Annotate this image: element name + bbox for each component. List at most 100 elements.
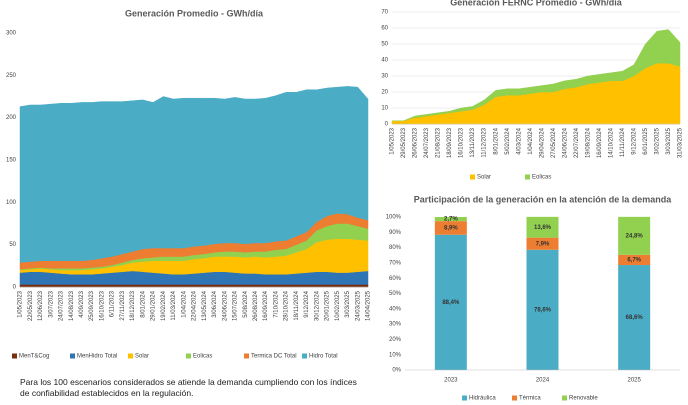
- legend-swatch: [302, 353, 307, 359]
- value-label: 68,6%: [626, 315, 644, 321]
- x-tick-label: 1/05/2023: [390, 127, 396, 154]
- x-tick-label: 16/09/2024: [597, 127, 603, 158]
- legend-swatch: [562, 395, 567, 401]
- legend-label: MenT&Cog: [19, 354, 49, 360]
- value-label: 13,6%: [534, 225, 552, 231]
- x-tick-label: 22/04/2024: [192, 290, 198, 321]
- y-tick-label: 50%: [389, 291, 402, 297]
- x-tick-label: 26/08/2024: [253, 290, 259, 321]
- y-tick-label: 10: [381, 106, 388, 112]
- x-tick-label: 9/12/2024: [631, 127, 637, 154]
- y-tick-label: 60%: [389, 276, 402, 282]
- x-tick-label: 1/05/2023: [18, 290, 24, 317]
- legend-swatch: [12, 353, 17, 359]
- x-tick-label: 6/11/2023: [110, 290, 116, 317]
- x-tick-label: 29/04/2024: [539, 127, 545, 158]
- legend-label: Renovable: [569, 396, 598, 402]
- x-tick-label: 7/10/2024: [273, 290, 279, 317]
- legend-label: Termica DC Total: [251, 354, 297, 360]
- value-label: 2,7%: [444, 217, 458, 223]
- y-tick-label: 60: [381, 26, 388, 32]
- x-tick-label: 2023: [444, 378, 458, 384]
- bar-segment: [526, 249, 559, 370]
- legend-label: MenHidro Total: [77, 354, 117, 360]
- y-tick-label: 30: [381, 74, 388, 80]
- x-tick-label: 14/08/2023: [69, 290, 75, 321]
- x-tick-label: 9/12/2024: [304, 290, 310, 317]
- y-tick-label: 10%: [389, 352, 402, 358]
- y-tick-label: 0: [385, 122, 389, 128]
- x-tick-label: 19/08/2024: [585, 127, 591, 158]
- x-tick-label: 14/10/2024: [608, 127, 614, 158]
- value-label: 88,4%: [442, 300, 460, 306]
- x-tick-label: 8/01/2024: [140, 290, 146, 317]
- x-tick-label: 2025: [627, 378, 641, 384]
- x-tick-label: 16/10/2023: [99, 290, 105, 321]
- bar-segment: [526, 237, 559, 250]
- y-tick-label: 100%: [386, 215, 402, 221]
- x-tick-label: 22/07/2024: [574, 127, 580, 158]
- x-tick-label: 5/02/2024: [505, 127, 511, 154]
- legend-swatch: [512, 395, 517, 401]
- x-tick-label: 27/05/2024: [551, 127, 557, 158]
- x-tick-label: 1/04/2024: [528, 127, 534, 154]
- value-label: 24,8%: [626, 233, 644, 239]
- chart-title: Generación Promedio - GWh/día: [125, 8, 264, 18]
- chart-title: Generación FERNC Promedio - GWh/día: [450, 0, 623, 7]
- y-tick-label: 150: [6, 158, 17, 164]
- legend-swatch: [462, 395, 467, 401]
- legend-label: Eolicas: [532, 175, 551, 181]
- value-label: 6,7%: [627, 257, 641, 263]
- legend-swatch: [186, 353, 191, 359]
- y-tick-label: 0%: [392, 368, 401, 374]
- value-label: 7,9%: [536, 241, 550, 247]
- legend-swatch: [128, 353, 133, 359]
- x-tick-label: 13/11/2023: [470, 127, 476, 157]
- x-tick-label: 3/03/2025: [666, 127, 672, 154]
- x-tick-label: 24/06/2024: [222, 290, 228, 321]
- y-tick-label: 0: [13, 285, 17, 291]
- x-tick-label: 28/10/2024: [284, 290, 290, 321]
- legend-label: Eolicas: [193, 354, 212, 360]
- area: [392, 29, 681, 122]
- y-tick-label: 40%: [389, 306, 402, 312]
- y-tick-label: 20%: [389, 337, 402, 343]
- y-tick-label: 50: [9, 242, 16, 248]
- x-tick-label: 22/05/2023: [28, 290, 34, 321]
- y-tick-label: 250: [6, 73, 17, 79]
- y-tick-label: 200: [6, 115, 17, 121]
- y-tick-label: 300: [6, 31, 17, 37]
- legend-swatch: [70, 353, 75, 359]
- x-tick-label: 11/11/2024: [620, 127, 626, 157]
- y-tick-label: 40: [381, 58, 388, 64]
- x-tick-label: 15/07/2024: [233, 290, 239, 321]
- y-tick-label: 90%: [389, 230, 402, 236]
- x-tick-label: 3/03/2025: [345, 290, 351, 317]
- x-tick-label: 27/11/2023: [120, 290, 126, 320]
- x-tick-label: 18/12/2023: [130, 290, 136, 321]
- x-tick-label: 19/02/2024: [161, 290, 167, 321]
- x-tick-label: 29/05/2023: [401, 127, 407, 158]
- x-tick-label: 13/05/2024: [202, 290, 208, 321]
- x-tick-label: 5/08/2024: [243, 290, 249, 317]
- x-tick-label: 6/01/2025: [643, 127, 649, 154]
- x-tick-label: 11/03/2024: [171, 290, 177, 320]
- area: [19, 86, 369, 263]
- x-tick-label: 18/11/2024: [294, 290, 300, 320]
- y-tick-label: 70%: [389, 260, 402, 266]
- bar-segment: [434, 217, 467, 222]
- x-tick-label: 24/07/2023: [59, 290, 65, 321]
- value-label: 8,9%: [444, 226, 458, 232]
- x-tick-label: 2024: [536, 378, 550, 384]
- x-tick-label: 25/09/2023: [89, 290, 95, 321]
- x-tick-label: 3/07/2023: [48, 290, 54, 317]
- legend-label: Hidráulica: [469, 396, 496, 402]
- footnote: Para los 100 escenarios considerados se …: [20, 377, 357, 398]
- y-tick-label: 20: [381, 90, 388, 96]
- x-tick-label: 16/10/2023: [459, 127, 465, 158]
- x-tick-label: 18/09/2023: [447, 127, 453, 158]
- chart-title: Participación de la generación en la ate…: [414, 194, 673, 204]
- x-tick-label: 10/02/2025: [335, 290, 341, 321]
